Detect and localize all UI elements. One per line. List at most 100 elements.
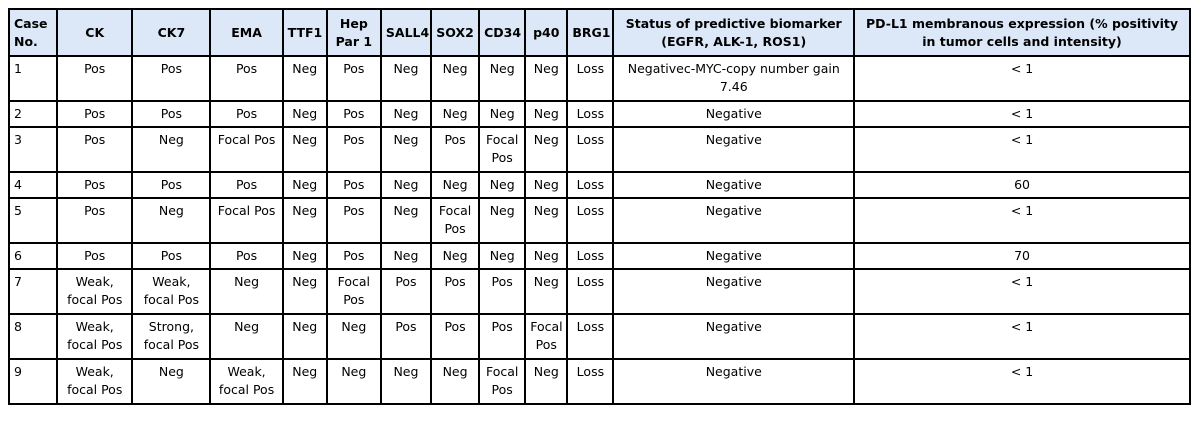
table-row: 7 Weak, focal Pos Weak, focal Pos Neg Neg Foc… — [7, 268, 1191, 315]
table-row: 8 Weak, focal Pos Strong, focal Pos Neg Neg N… — [7, 313, 1191, 360]
table-cell: Neg — [478, 242, 527, 270]
table-cell: Weak, focal Pos — [209, 358, 284, 405]
table-cell: Pos — [56, 242, 134, 270]
table-cell: Pos — [430, 313, 481, 360]
table-cell: Focal Pos — [209, 126, 284, 173]
table-cell: Pos — [131, 171, 212, 199]
table-cell: Neg — [524, 242, 569, 270]
table-cell: Pos — [325, 197, 382, 244]
table-cell: Focal Pos — [325, 268, 382, 315]
header-brg1: BRG1 — [566, 8, 615, 57]
table-cell: Pos — [430, 126, 481, 173]
table-cell: Focal Pos — [524, 313, 569, 360]
table-cell: Neg — [131, 126, 212, 173]
table-cell: Neg — [281, 100, 328, 128]
table-cell: Pos — [131, 242, 212, 270]
table-cell: Pos — [478, 268, 527, 315]
table-cell: Negativec-MYC-copy number gain 7.46 — [612, 55, 856, 102]
table-cell: Neg — [430, 242, 481, 270]
table-row: 9 Weak, focal Pos Neg Weak, focal Pos Neg Neg… — [7, 358, 1191, 405]
table-cell: Weak, focal Pos — [131, 268, 212, 315]
table-cell: Pos — [430, 268, 481, 315]
table-cell: Neg — [131, 358, 212, 405]
table-cell: Negative — [612, 242, 856, 270]
case-number-cell: 9 — [7, 358, 59, 405]
table-cell: Pos — [325, 171, 382, 199]
table-cell: 70 — [853, 242, 1191, 270]
table-cell: Pos — [478, 313, 527, 360]
header-ck7: CK7 — [131, 8, 212, 57]
table-cell: Neg — [524, 197, 569, 244]
table-cell: Pos — [325, 126, 382, 173]
table-cell: < 1 — [853, 100, 1191, 128]
header-ema: EMA — [209, 8, 284, 57]
table-cell: < 1 — [853, 197, 1191, 244]
table-cell: Neg — [325, 358, 382, 405]
table-cell: Loss — [566, 313, 615, 360]
table-cell: Neg — [281, 171, 328, 199]
table-cell: Loss — [566, 100, 615, 128]
table-row: 4 Pos Pos Pos Neg Pos Neg Neg Neg Neg Loss Negative… — [7, 171, 1191, 199]
table-cell: Pos — [56, 100, 134, 128]
table-cell: Weak, focal Pos — [56, 268, 134, 315]
table-cell: Neg — [281, 313, 328, 360]
table-cell: Negative — [612, 126, 856, 173]
table-cell: Pos — [131, 100, 212, 128]
table-cell: < 1 — [853, 268, 1191, 315]
table-cell: Negative — [612, 313, 856, 360]
table-cell: < 1 — [853, 126, 1191, 173]
header-case-no: Case No. — [7, 8, 59, 57]
case-number-cell: 1 — [7, 55, 59, 102]
case-number-cell: 7 — [7, 268, 59, 315]
header-ttf1: TTF1 — [281, 8, 328, 57]
table-cell: Neg — [281, 358, 328, 405]
table-row: 2 Pos Pos Pos Neg Pos Neg Neg Neg Neg Loss Negative… — [7, 100, 1191, 128]
header-p40: p40 — [524, 8, 569, 57]
table-cell: Neg — [379, 55, 433, 102]
table-cell: Neg — [131, 197, 212, 244]
table-cell: Neg — [281, 242, 328, 270]
table-cell: < 1 — [853, 55, 1191, 102]
table-cell: Pos — [209, 100, 284, 128]
table-cell: Pos — [131, 55, 212, 102]
header-sox2: SOX2 — [430, 8, 481, 57]
table-cell: Neg — [524, 55, 569, 102]
table-cell: Neg — [430, 100, 481, 128]
table-cell: Neg — [281, 197, 328, 244]
table-cell: Neg — [430, 55, 481, 102]
table-cell: Neg — [430, 358, 481, 405]
table-cell: Neg — [325, 313, 382, 360]
header-predictive-biomarker: Status of predictive biomarker (EGFR, AL… — [612, 8, 856, 57]
table-cell: Pos — [56, 197, 134, 244]
table-cell: Loss — [566, 358, 615, 405]
table-cell: Pos — [209, 242, 284, 270]
table-cell: 60 — [853, 171, 1191, 199]
table-cell: < 1 — [853, 313, 1191, 360]
table-cell: Loss — [566, 268, 615, 315]
table-cell: Pos — [379, 268, 433, 315]
table-cell: Strong, focal Pos — [131, 313, 212, 360]
table-row: 6 Pos Pos Pos Neg Pos Neg Neg Neg Neg Loss Negative… — [7, 242, 1191, 270]
table-cell: Pos — [325, 100, 382, 128]
header-ck: CK — [56, 8, 134, 57]
table-cell: Neg — [478, 100, 527, 128]
case-number-cell: 8 — [7, 313, 59, 360]
table-cell: Loss — [566, 242, 615, 270]
table-cell: Weak, focal Pos — [56, 358, 134, 405]
table-cell: Pos — [56, 171, 134, 199]
table-cell: Neg — [379, 126, 433, 173]
table-cell: Neg — [524, 358, 569, 405]
table-cell: Neg — [379, 197, 433, 244]
table-cell: Negative — [612, 197, 856, 244]
table-cell: Loss — [566, 197, 615, 244]
case-number-cell: 6 — [7, 242, 59, 270]
table-cell: Neg — [209, 313, 284, 360]
ihc-results-table: Case No. CK CK7 EMA TTF1 Hep Par 1 SALL4… — [7, 8, 1191, 405]
header-sall4: SALL4 — [379, 8, 433, 57]
table-cell: Negative — [612, 268, 856, 315]
table-cell: Neg — [379, 171, 433, 199]
header-cd34: CD34 — [478, 8, 527, 57]
table-cell: Focal Pos — [478, 358, 527, 405]
table-cell: Neg — [281, 55, 328, 102]
table-row: 3 Pos Neg Focal Pos Neg Pos Neg Pos Focal Pos Neg… — [7, 126, 1191, 173]
